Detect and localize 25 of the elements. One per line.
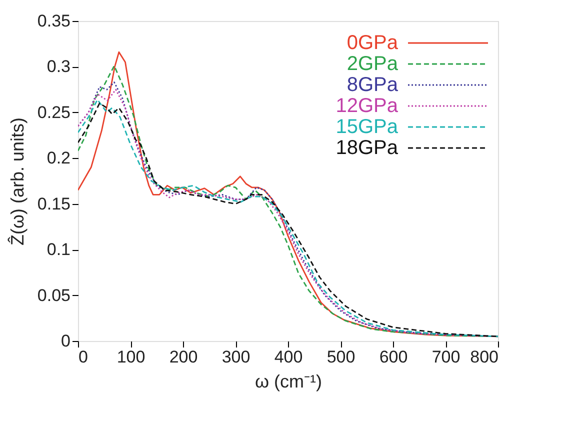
x-tick-label: 500 [326, 348, 356, 366]
legend-label: 12GPa [336, 95, 399, 117]
x-tick-label: 0 [78, 348, 88, 366]
x-tick-label: 700 [432, 348, 460, 366]
y-tick-label: 0 [61, 332, 70, 350]
legend-label: 2GPa [346, 53, 399, 75]
x-tick-label: 100 [116, 348, 146, 366]
legend-label: 8GPa [346, 74, 399, 96]
x-tick-label: 400 [274, 348, 303, 366]
y-tick-label: 0.25 [37, 102, 70, 122]
legend-label: 18GPa [336, 137, 399, 159]
legend-label: 15GPa [336, 116, 399, 138]
x-axis-title: ω (cm⁻¹) [254, 372, 322, 392]
x-tick-label: 800 [470, 348, 498, 366]
x-tick-label: 200 [169, 348, 198, 366]
x-tick-label: 300 [222, 348, 250, 366]
y-tick-label: 0.05 [37, 286, 70, 305]
legend-label: 0GPa [346, 32, 399, 54]
x-tick-label: 600 [379, 348, 408, 366]
y-tick-label: 0.35 [37, 12, 70, 30]
y-tick-label: 0.1 [46, 240, 70, 260]
y-tick-label: 0.2 [46, 148, 70, 168]
y-axis-title: Ẑ(ω) (arb. units) [7, 117, 28, 246]
y-tick-label: 0.15 [37, 194, 70, 214]
y-tick-label: 0.3 [46, 57, 70, 76]
